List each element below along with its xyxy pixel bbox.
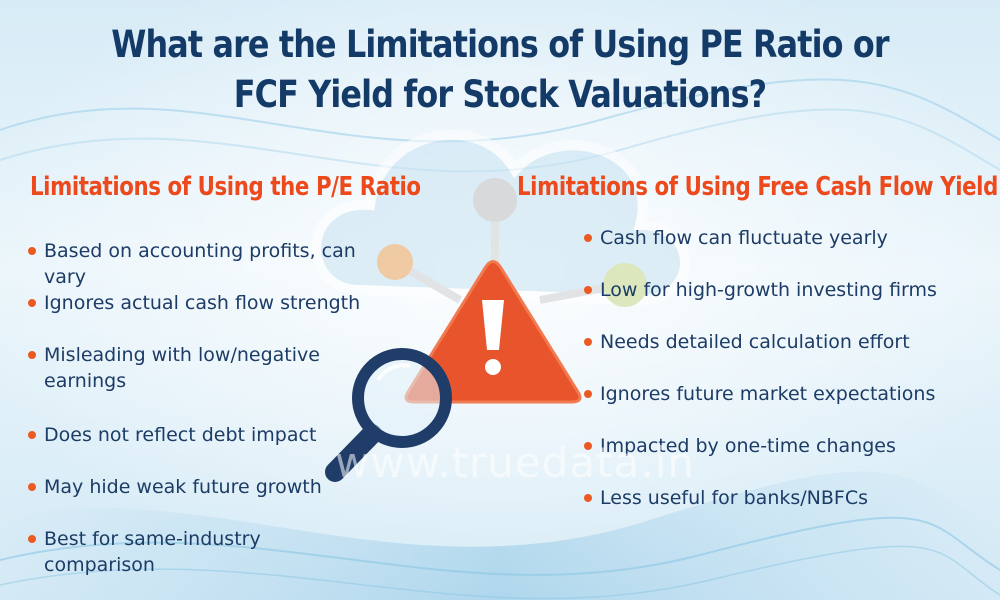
bullet-icon bbox=[584, 442, 592, 450]
list-item: Does not reflect debt impact bbox=[28, 422, 368, 474]
bullet-icon bbox=[28, 247, 36, 255]
bullet-icon bbox=[584, 338, 592, 346]
list-item: Best for same-industry comparison bbox=[28, 526, 368, 578]
list-item: Misleading with low/negative earnings bbox=[28, 342, 348, 422]
pe-limitations-list: Based on accounting profits, can vary Ig… bbox=[28, 238, 368, 578]
bullet-icon bbox=[584, 286, 592, 294]
page-title: What are the Limitations of Using PE Rat… bbox=[70, 20, 930, 120]
bullet-icon bbox=[28, 535, 36, 543]
list-item: Based on accounting profits, can vary bbox=[28, 238, 368, 290]
fcf-limitations-list: Cash flow can fluctuate yearly Low for h… bbox=[584, 225, 984, 537]
watermark: www.truedata.in bbox=[335, 438, 695, 487]
list-item: Ignores future market expectations bbox=[584, 381, 984, 433]
bullet-icon bbox=[584, 390, 592, 398]
bullet-icon bbox=[28, 431, 36, 439]
bullet-icon bbox=[28, 351, 36, 359]
list-item: Ignores actual cash flow strength bbox=[28, 290, 368, 342]
bullet-icon bbox=[28, 299, 36, 307]
list-item: Less useful for banks/NBFCs bbox=[584, 485, 984, 537]
list-item: Cash flow can fluctuate yearly bbox=[584, 225, 984, 277]
bullet-icon bbox=[584, 494, 592, 502]
fcf-section-heading: Limitations of Using Free Cash Flow Yiel… bbox=[517, 172, 998, 202]
list-item: Impacted by one-time changes bbox=[584, 433, 984, 485]
title-line-2: FCF Yield for Stock Valuations? bbox=[233, 73, 767, 116]
bullet-icon bbox=[584, 234, 592, 242]
pe-section-heading: Limitations of Using the P/E Ratio bbox=[30, 172, 421, 202]
list-item: Low for high-growth investing firms bbox=[584, 277, 984, 329]
title-line-1: What are the Limitations of Using PE Rat… bbox=[111, 23, 889, 66]
list-item: Needs detailed calculation effort bbox=[584, 329, 984, 381]
list-item: May hide weak future growth bbox=[28, 474, 368, 526]
bullet-icon bbox=[28, 483, 36, 491]
